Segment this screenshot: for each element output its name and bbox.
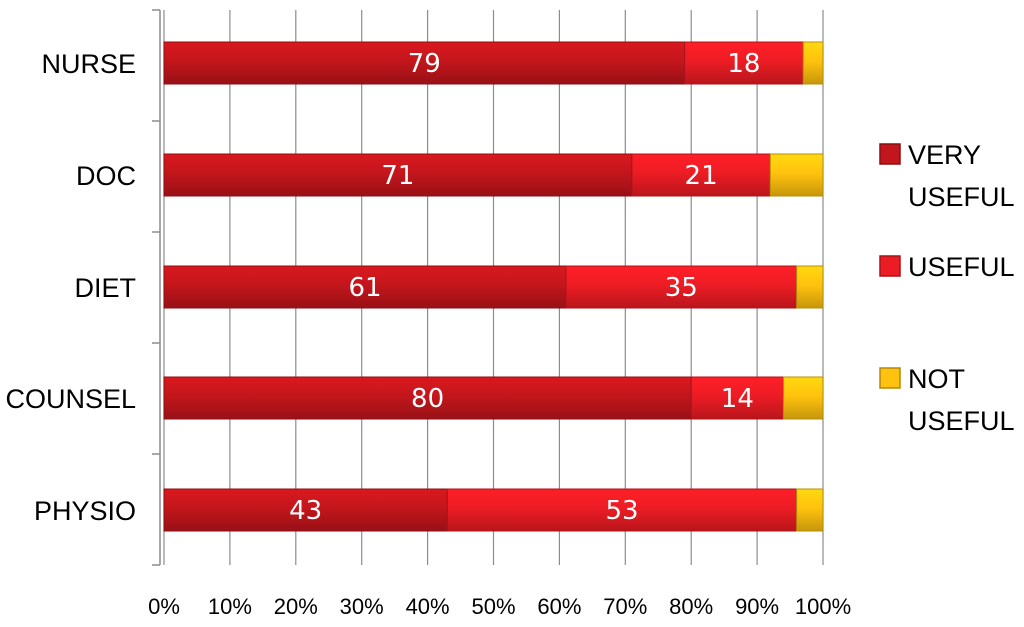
x-tick-label: 90%: [735, 594, 779, 619]
x-tick-label: 40%: [406, 594, 450, 619]
bar-segment-very-useful-physio: [163, 488, 448, 532]
y-axis: [152, 9, 161, 566]
x-tick-label: 20%: [274, 594, 318, 619]
legend-label: USEFUL: [908, 406, 1015, 436]
bar-segment-useful-doc: [631, 153, 771, 197]
legend: VERY USEFUL USEFUL NOT USEFUL: [879, 140, 1015, 436]
data-label: 43: [289, 496, 322, 526]
bar-segment-very-useful-nurse: [163, 41, 686, 85]
x-tick-label: 30%: [340, 594, 384, 619]
category-label: DIET: [74, 273, 136, 303]
x-tick-label: 50%: [471, 594, 515, 619]
bar-segment-very-useful-diet: [163, 265, 567, 309]
x-tick-label: 80%: [669, 594, 713, 619]
category-label: COUNSEL: [5, 384, 136, 414]
bars: 79 18 71 21 61 35 80 14 43 53: [163, 41, 824, 532]
x-tick-label: 0%: [148, 594, 180, 619]
category-label: PHYSIO: [34, 496, 136, 526]
bar-segment-not-useful-nurse: [802, 41, 824, 85]
bar-segment-not-useful-counsel: [782, 376, 824, 420]
category-label: NURSE: [41, 49, 136, 79]
data-label: 71: [381, 161, 414, 191]
bar-segment-not-useful-physio: [796, 488, 824, 532]
bar-segment-useful-diet: [565, 265, 798, 309]
data-label: 18: [727, 49, 760, 79]
legend-label: NOT: [908, 364, 965, 394]
x-tick-label: 60%: [537, 594, 581, 619]
bar-segment-useful-counsel: [690, 376, 784, 420]
data-label: 61: [348, 273, 381, 303]
category-labels: NURSE DOC DIET COUNSEL PHYSIO: [5, 49, 136, 526]
x-tick-label: 100%: [795, 594, 851, 619]
data-label: 79: [408, 49, 441, 79]
data-label: 53: [605, 496, 638, 526]
bar-segment-not-useful-doc: [769, 153, 824, 197]
x-tick-label: 70%: [603, 594, 647, 619]
legend-label: USEFUL: [908, 182, 1015, 212]
legend-label: USEFUL: [908, 252, 1015, 282]
data-label: 14: [721, 384, 754, 414]
data-label: 35: [665, 273, 698, 303]
legend-swatch: [879, 367, 901, 389]
data-label: 21: [685, 161, 718, 191]
x-tick-labels: 0% 10% 20% 30% 40% 50% 60% 70% 80% 90% 100%: [148, 594, 851, 619]
category-label: DOC: [76, 161, 136, 191]
legend-swatch: [879, 255, 901, 277]
x-tick-label: 10%: [208, 594, 252, 619]
bar-segment-useful-physio: [446, 488, 798, 532]
bar-segment-very-useful-counsel: [163, 376, 692, 420]
bar-segment-very-useful-doc: [163, 153, 633, 197]
legend-swatch: [879, 143, 901, 165]
bar-segment-not-useful-diet: [796, 265, 824, 309]
data-label: 80: [411, 384, 444, 414]
legend-label: VERY: [908, 140, 981, 170]
